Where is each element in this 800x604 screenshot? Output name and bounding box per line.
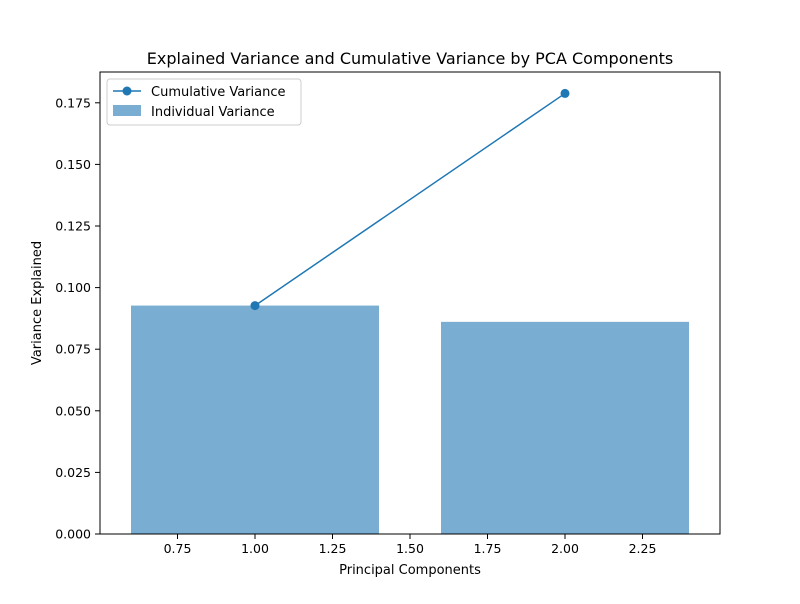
y-tick-label: 0.050 — [55, 403, 91, 418]
cumulative-variance-point-2 — [560, 88, 570, 98]
bar-individual-variance-2 — [441, 321, 689, 534]
y-tick-label: 0.075 — [55, 342, 91, 357]
y-tick-label: 0.025 — [55, 465, 91, 480]
legend-label-individual-variance: Individual Variance — [151, 105, 275, 120]
cumulative-variance-line — [254, 92, 566, 307]
y-axis-title: Variance Explained — [30, 241, 45, 365]
legend-box — [106, 78, 302, 126]
legend-label-cumulative-variance: Cumulative Variance — [151, 85, 286, 100]
line-layer — [250, 88, 570, 311]
x-tick-label: 1.25 — [319, 541, 347, 556]
y-axis-ticks: 0.000 0.025 0.050 0.075 0.100 0.125 0.150 0.175 — [55, 95, 100, 542]
x-tick-label: 1.50 — [396, 541, 424, 556]
y-tick-label: 0.000 — [55, 527, 91, 542]
y-tick-label: 0.100 — [55, 280, 91, 295]
legend: Cumulative Variance Individual Variance — [106, 78, 302, 126]
x-tick-label: 0.75 — [164, 541, 192, 556]
legend-line-marker — [122, 86, 132, 96]
y-tick-label: 0.150 — [55, 157, 91, 172]
bar-individual-variance-1 — [131, 305, 379, 534]
x-tick-label: 1.00 — [241, 541, 269, 556]
y-tick-label: 0.125 — [55, 219, 91, 234]
x-axis-title: Principal Components — [339, 563, 481, 578]
chart-title: Explained Variance and Cumulative Varian… — [147, 49, 673, 68]
x-axis-ticks: 0.75 1.00 1.25 1.50 1.75 2.00 2.25 — [164, 534, 657, 556]
x-tick-label: 1.75 — [474, 541, 502, 556]
x-tick-label: 2.25 — [629, 541, 657, 556]
bars-layer — [131, 305, 689, 534]
cumulative-variance-point-1 — [250, 301, 260, 311]
x-tick-label: 2.00 — [551, 541, 579, 556]
legend-bar-swatch — [113, 105, 141, 116]
y-tick-label: 0.175 — [55, 95, 91, 110]
